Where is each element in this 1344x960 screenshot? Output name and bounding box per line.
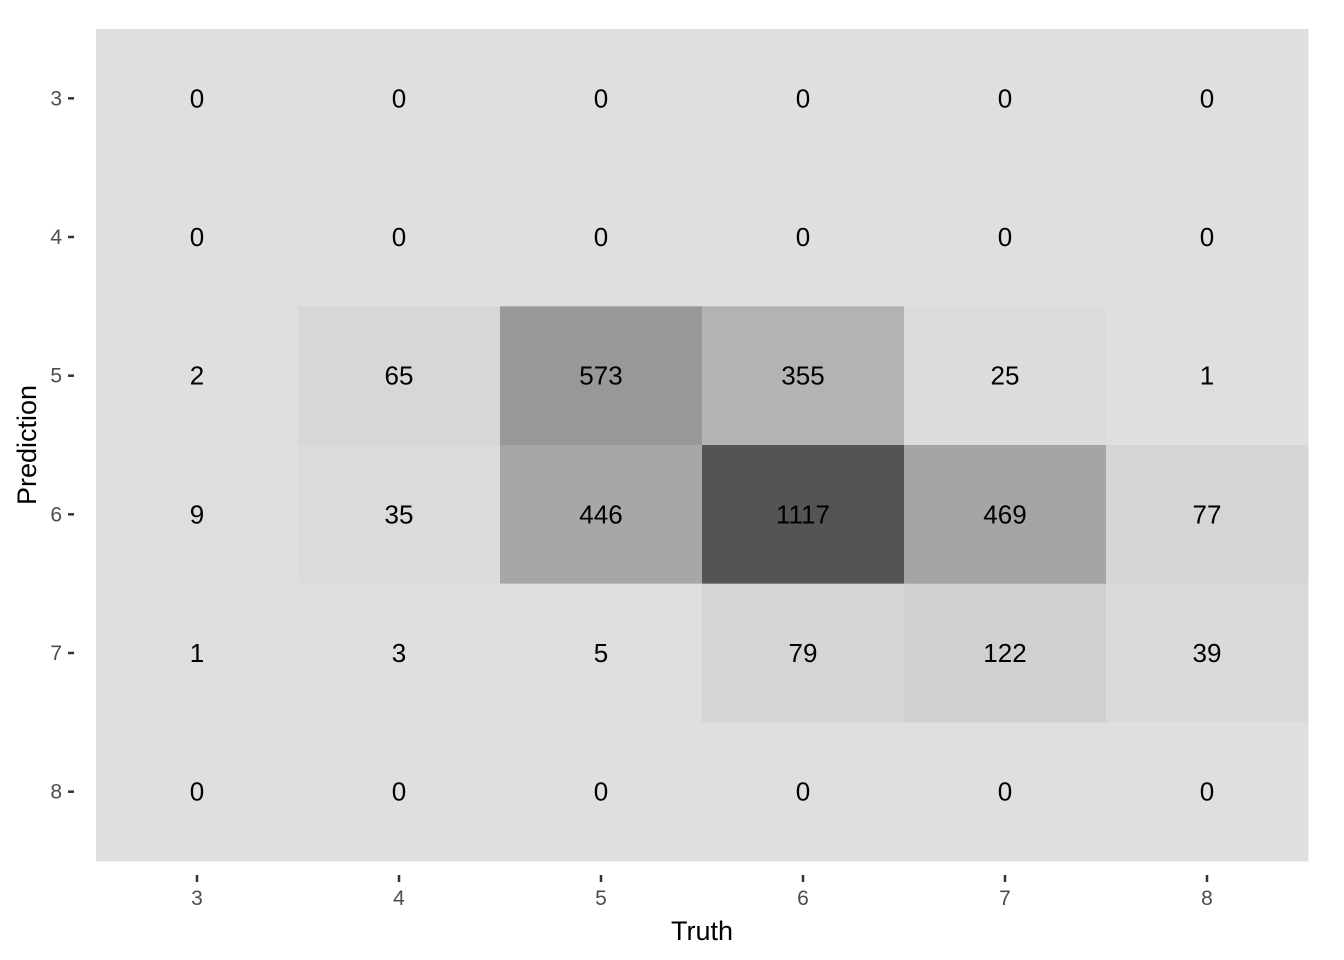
cell-value-label: 0 <box>1200 777 1214 807</box>
cell-value-label: 0 <box>796 83 810 113</box>
y-tick-label: 3 <box>50 87 62 110</box>
cell-value-label: 0 <box>1200 83 1214 113</box>
heatmap-cell-pred-7-truth-5 <box>500 583 703 723</box>
cell-value-label: 1 <box>190 638 204 668</box>
cell-value-label: 0 <box>392 222 406 252</box>
heatmap-cell-pred-7-truth-4 <box>298 583 501 723</box>
y-tick-label: 7 <box>50 642 62 665</box>
cell-value-label: 3 <box>392 638 406 668</box>
cell-value-label: 0 <box>594 222 608 252</box>
cell-value-label: 65 <box>385 361 414 391</box>
heatmap-cell-pred-6-truth-3 <box>96 445 299 585</box>
cell-value-label: 5 <box>594 638 608 668</box>
cell-value-label: 0 <box>998 222 1012 252</box>
cell-value-labels: 0 0 0 0 0 00 0 0 0 0 02 65 573 355 25 19 35 446 1117 469 771… <box>190 83 1222 806</box>
heatmap-cell-pred-3-truth-4 <box>298 29 501 169</box>
heatmap-cell-pred-4-truth-4 <box>298 167 501 307</box>
cell-value-label: 2 <box>190 361 204 391</box>
heatmap-cell-pred-4-truth-5 <box>500 167 703 307</box>
cell-value-label: 0 <box>998 83 1012 113</box>
heatmap-cell-pred-4-truth-6 <box>702 167 905 307</box>
cell-value-label: 35 <box>385 499 414 529</box>
y-tick-label: 8 <box>50 781 62 804</box>
cell-value-label: 122 <box>983 638 1026 668</box>
y-tick-label: 4 <box>50 226 62 249</box>
heatmap-cell-pred-6-truth-4 <box>298 445 501 585</box>
cell-value-label: 0 <box>190 777 204 807</box>
x-tick-label: 8 <box>1201 887 1213 910</box>
cell-value-label: 79 <box>789 638 818 668</box>
heatmap-cell-pred-5-truth-6 <box>702 306 905 446</box>
heatmap-cell-pred-7-truth-8 <box>1106 583 1309 723</box>
heatmap-cell-pred-5-truth-4 <box>298 306 501 446</box>
cell-value-label: 77 <box>1193 499 1222 529</box>
heatmap-cell-pred-8-truth-8 <box>1106 722 1309 862</box>
heatmap-cell-pred-7-truth-3 <box>96 583 299 723</box>
cell-value-label: 0 <box>594 83 608 113</box>
heatmap-cell-pred-7-truth-7 <box>904 583 1107 723</box>
heatmap-cell-pred-6-truth-7 <box>904 445 1107 585</box>
x-tick-label: 4 <box>393 887 405 910</box>
heatmap-cells <box>96 29 1309 862</box>
cell-value-label: 0 <box>190 222 204 252</box>
y-axis-title: Prediction <box>12 385 42 505</box>
x-tick-label: 6 <box>797 887 809 910</box>
cell-value-label: 0 <box>998 777 1012 807</box>
heatmap-cell-pred-8-truth-7 <box>904 722 1107 862</box>
heatmap-cell-pred-8-truth-6 <box>702 722 905 862</box>
cell-value-label: 0 <box>1200 222 1214 252</box>
heatmap-cell-pred-3-truth-7 <box>904 29 1107 169</box>
cell-value-label: 9 <box>190 499 204 529</box>
cell-value-label: 573 <box>579 361 622 391</box>
cell-value-label: 0 <box>796 777 810 807</box>
heatmap-cell-pred-4-truth-3 <box>96 167 299 307</box>
x-tick-label: 7 <box>999 887 1011 910</box>
cell-value-label: 469 <box>983 499 1026 529</box>
heatmap-cell-pred-3-truth-6 <box>702 29 905 169</box>
x-axis: 3 4 5 6 7 8 <box>191 875 1213 910</box>
heatmap-cell-pred-5-truth-5 <box>500 306 703 446</box>
heatmap-cell-pred-7-truth-6 <box>702 583 905 723</box>
heatmap-cell-pred-3-truth-5 <box>500 29 703 169</box>
x-tick-label: 3 <box>191 887 203 910</box>
y-axis: 3 4 5 6 7 8 <box>50 87 74 804</box>
x-tick-label: 5 <box>595 887 607 910</box>
heatmap-cell-pred-5-truth-7 <box>904 306 1107 446</box>
heatmap-cell-pred-8-truth-4 <box>298 722 501 862</box>
cell-value-label: 0 <box>594 777 608 807</box>
heatmap-cell-pred-6-truth-8 <box>1106 445 1309 585</box>
cell-value-label: 0 <box>796 222 810 252</box>
cell-value-label: 1117 <box>776 499 830 529</box>
heatmap-cell-pred-6-truth-5 <box>500 445 703 585</box>
y-tick-label: 5 <box>50 365 62 388</box>
x-axis-title: Truth <box>671 916 733 946</box>
heatmap-cell-pred-3-truth-3 <box>96 29 299 169</box>
heatmap-cell-pred-8-truth-5 <box>500 722 703 862</box>
heatmap-cell-pred-5-truth-8 <box>1106 306 1309 446</box>
cell-value-label: 0 <box>392 83 406 113</box>
heatmap-cell-pred-4-truth-8 <box>1106 167 1309 307</box>
cell-value-label: 0 <box>190 83 204 113</box>
cell-value-label: 1 <box>1200 361 1214 391</box>
heatmap-cell-pred-5-truth-3 <box>96 306 299 446</box>
cell-value-label: 355 <box>781 361 824 391</box>
heatmap-cell-pred-3-truth-8 <box>1106 29 1309 169</box>
cell-value-label: 0 <box>392 777 406 807</box>
y-tick-label: 6 <box>50 503 62 526</box>
heatmap-cell-pred-4-truth-7 <box>904 167 1107 307</box>
cell-value-label: 39 <box>1193 638 1222 668</box>
heatmap-cell-pred-6-truth-6 <box>702 445 905 585</box>
cell-value-label: 446 <box>579 499 622 529</box>
heatmap-cell-pred-8-truth-3 <box>96 722 299 862</box>
cell-value-label: 25 <box>991 361 1020 391</box>
